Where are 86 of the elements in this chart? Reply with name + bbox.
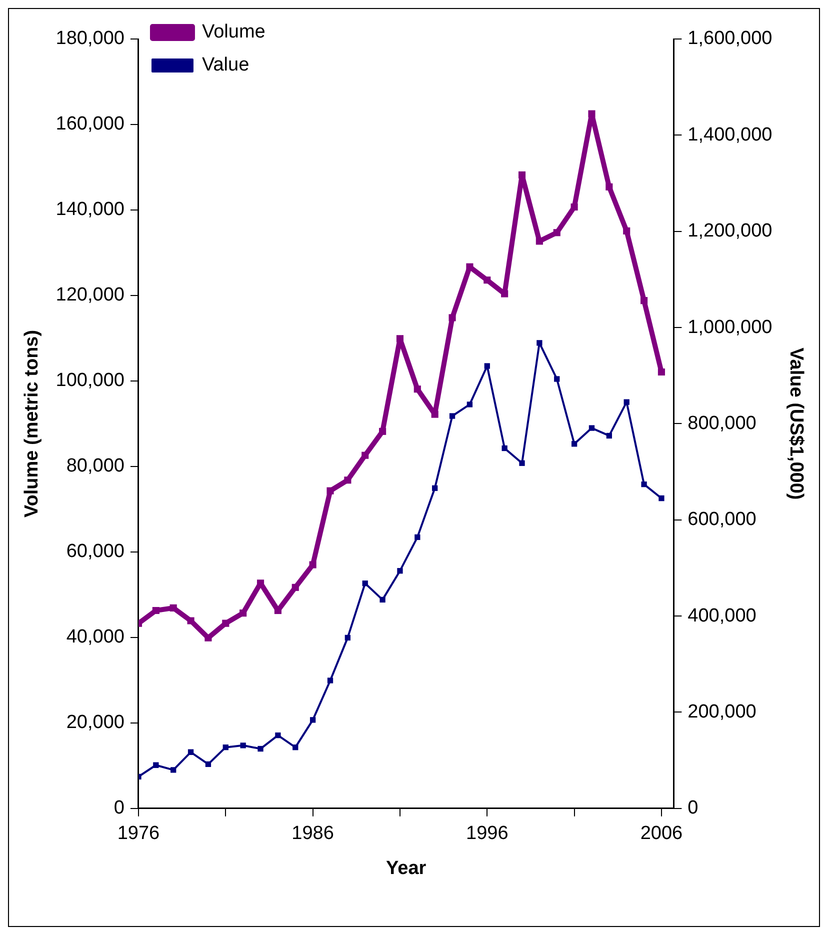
point	[240, 610, 247, 617]
y-tick-label: 80,000	[66, 456, 124, 477]
y-tick-label: 180,000	[56, 28, 124, 50]
point	[658, 495, 664, 502]
point	[484, 363, 490, 369]
point	[187, 617, 194, 624]
y2-tick-label: 1,000,000	[688, 316, 772, 338]
x-tick-label: 1986	[292, 823, 334, 844]
point	[309, 561, 316, 568]
point	[502, 445, 508, 452]
point	[624, 399, 630, 405]
point	[588, 425, 595, 431]
point	[240, 742, 246, 748]
point	[275, 732, 281, 738]
point	[327, 678, 334, 684]
point	[414, 534, 420, 540]
y2-tick-label: 600,000	[688, 509, 756, 530]
point	[554, 376, 560, 382]
point	[188, 749, 194, 755]
point	[396, 335, 404, 342]
point	[292, 744, 298, 750]
point	[170, 604, 177, 612]
point	[362, 580, 368, 586]
point	[222, 620, 230, 627]
y2-tick-label: 0	[688, 798, 698, 819]
point	[205, 761, 212, 767]
y-tick-label: 120,000	[56, 284, 124, 306]
y2-tick-label: 800,000	[688, 412, 756, 434]
point	[501, 290, 508, 298]
point	[362, 452, 369, 459]
y2-tick-label: 1,600,000	[688, 28, 772, 50]
point	[380, 596, 386, 603]
y2-tick-label: 200,000	[688, 701, 756, 722]
point	[606, 183, 613, 190]
point	[518, 171, 526, 178]
point	[466, 263, 474, 270]
point	[536, 340, 542, 346]
y-tick-label: 20,000	[66, 712, 124, 734]
x-tick-label: 1976	[117, 823, 160, 844]
point	[344, 476, 352, 484]
x-tick-label: 1996	[466, 823, 508, 844]
point	[641, 481, 647, 488]
point	[153, 762, 159, 768]
point	[448, 314, 456, 322]
x-axis-title: Year	[386, 858, 427, 879]
y2-axis-title: Value (US$1,000)	[785, 348, 806, 500]
legend-label: Volume	[202, 22, 266, 43]
point	[310, 717, 316, 723]
point	[204, 634, 212, 642]
point	[466, 402, 473, 408]
point	[658, 368, 666, 376]
y-tick-label: 140,000	[56, 199, 124, 220]
point	[519, 460, 525, 466]
point	[571, 441, 578, 447]
point	[484, 276, 491, 284]
point	[170, 767, 176, 773]
point	[379, 428, 386, 435]
point	[258, 746, 264, 752]
point	[326, 487, 334, 494]
point	[431, 410, 438, 418]
point	[152, 606, 160, 614]
point	[397, 568, 403, 574]
legend-label: Value	[202, 54, 250, 76]
point	[222, 744, 228, 750]
point	[536, 238, 543, 245]
y2-tick-label: 400,000	[688, 605, 756, 626]
y-tick-label: 100,000	[56, 370, 124, 392]
y-tick-label: 60,000	[66, 541, 124, 562]
y-tick-label: 0	[114, 798, 124, 819]
point	[432, 485, 438, 491]
point	[606, 432, 612, 439]
y-tick-label: 160,000	[56, 114, 124, 135]
x-tick-label: 2006	[640, 823, 683, 844]
point	[292, 584, 299, 591]
point	[623, 227, 630, 234]
point	[449, 413, 456, 419]
y-tick-label: 40,000	[66, 626, 124, 648]
point	[344, 634, 351, 641]
y2-tick-label: 1,200,000	[688, 220, 772, 242]
point	[588, 110, 596, 118]
y-axis-title: Volume (metric tons)	[22, 330, 43, 518]
point	[570, 203, 578, 211]
point	[553, 229, 560, 236]
point	[414, 386, 421, 393]
point	[640, 297, 648, 304]
y2-tick-label: 1,400,000	[688, 124, 772, 146]
